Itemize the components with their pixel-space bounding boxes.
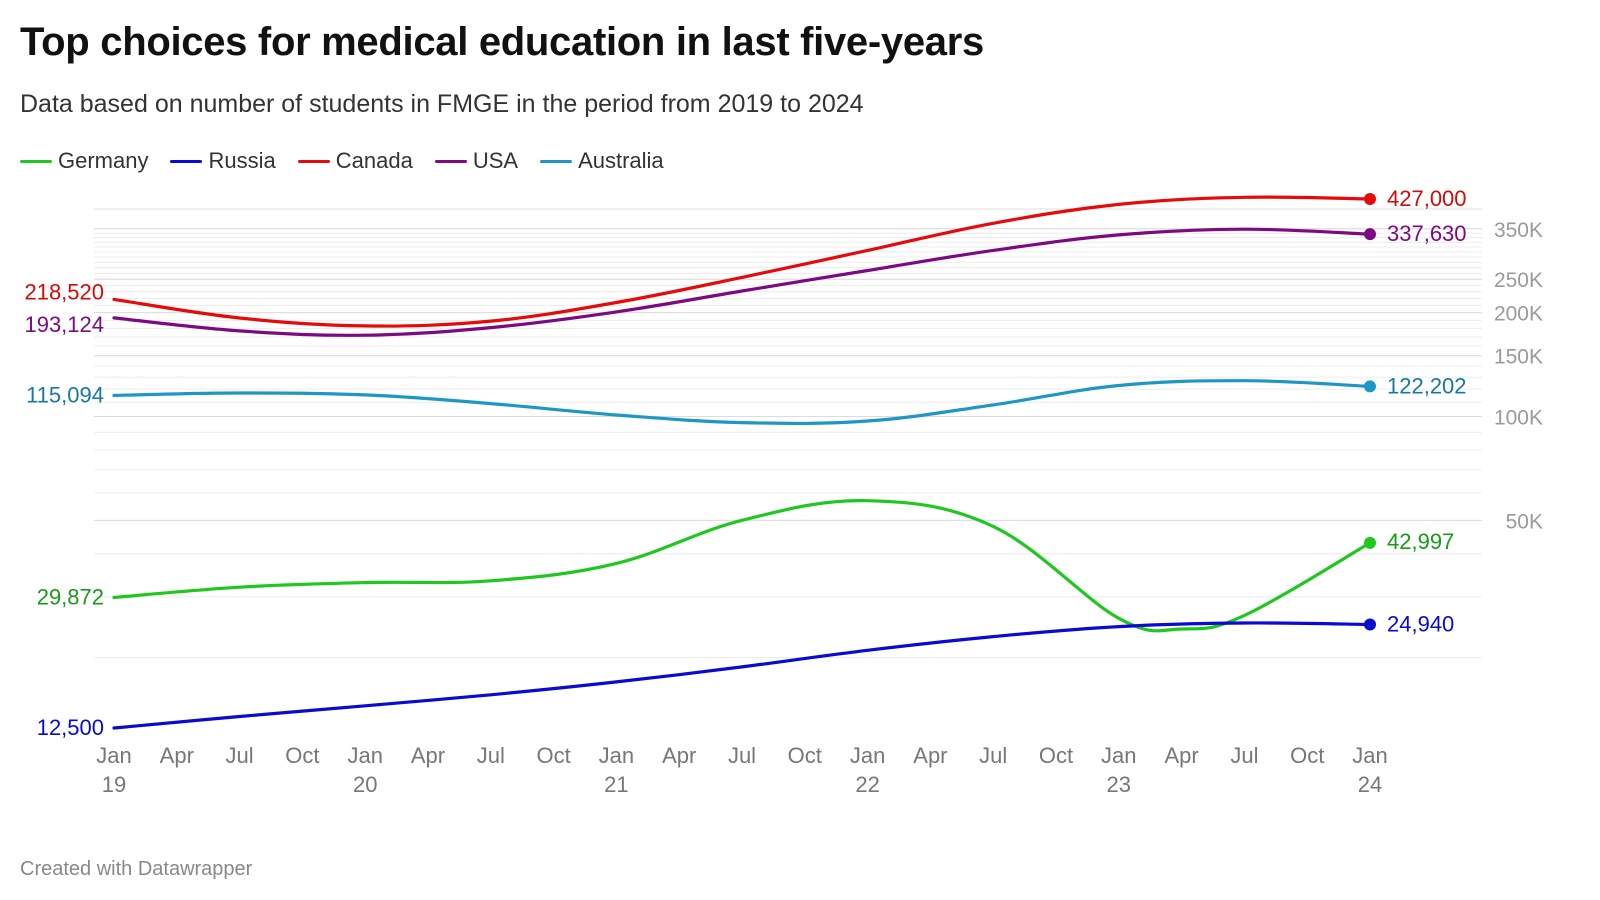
start-label-australia: 115,094 [26, 382, 104, 407]
x-tick-label-apr: Apr [662, 743, 696, 768]
x-tick-label-jul: Jul [1230, 743, 1258, 768]
x-tick-label-jan-19: Jan [96, 743, 131, 768]
x-tick-label-jul: Jul [226, 743, 254, 768]
end-marker-germany [1364, 536, 1376, 549]
x-tick-label-jan-21: Jan [599, 743, 634, 768]
x-tick-label-oct: Oct [536, 743, 570, 768]
end-marker-russia [1364, 618, 1376, 631]
x-tick-label-oct: Oct [1290, 743, 1324, 768]
series-line-usa [112, 227, 1372, 337]
x-tick-label-apr: Apr [160, 743, 194, 768]
legend-label: Australia [578, 148, 664, 173]
start-label-russia: 12,500 [37, 715, 104, 740]
gridlines [94, 208, 1482, 659]
x-tick-year-21: 21 [604, 772, 628, 797]
end-marker-canada [1364, 193, 1376, 205]
footer-credit: Created with Datawrapper [20, 858, 253, 880]
x-tick-label-oct: Oct [285, 743, 319, 768]
series-line-canada [112, 195, 1372, 328]
x-tick-label-apr: Apr [1164, 743, 1198, 768]
x-tick-year-23: 23 [1107, 772, 1131, 797]
y-tick-label-250k: 250K [1494, 269, 1543, 292]
legend: Germany Russia Canada USA Australia [20, 148, 686, 174]
x-tick-year-20: 20 [353, 772, 377, 797]
x-tick-year-22: 22 [855, 772, 879, 797]
start-label-germany: 29,872 [37, 584, 104, 609]
y-tick-label-200k: 200K [1494, 303, 1543, 326]
x-tick-label-jul: Jul [979, 743, 1007, 768]
x-tick-label-jan-23: Jan [1101, 743, 1136, 768]
legend-swatch [434, 159, 467, 163]
legend-swatch [20, 159, 52, 163]
x-tick-label-jan-24: Jan [1352, 743, 1387, 768]
start-label-canada: 218,520 [24, 279, 104, 304]
x-tick-label-apr: Apr [913, 743, 947, 768]
series-line-russia [112, 621, 1372, 730]
y-tick-label-50k: 50K [1506, 510, 1543, 533]
x-tick-year-24: 24 [1358, 772, 1382, 797]
y-axis-ticks: 350K 250K 200K 150K 100K 50K [1494, 219, 1543, 534]
x-tick-label-oct: Oct [1039, 743, 1073, 768]
legend-label: Russia [208, 148, 276, 173]
x-tick-year-19: 19 [102, 772, 126, 797]
y-tick-label-350k: 350K [1494, 219, 1543, 242]
x-tick-label-jul: Jul [728, 743, 756, 768]
legend-swatch [297, 159, 330, 163]
legend-label: Germany [58, 148, 149, 173]
chart-subtitle: Data based on number of students in FMGE… [20, 90, 864, 118]
x-tick-label-jul: Jul [477, 743, 505, 768]
legend-swatch [170, 159, 203, 163]
x-tick-label-apr: Apr [411, 743, 445, 768]
x-tick-label-jan-20: Jan [347, 743, 382, 768]
end-marker-australia [1364, 380, 1376, 393]
legend-label: USA [472, 148, 519, 173]
legend-item-germany: Germany [20, 148, 148, 174]
end-marker-usa [1364, 228, 1376, 241]
x-tick-label-oct: Oct [788, 743, 822, 768]
end-label-usa: 337,630 [1387, 221, 1467, 246]
y-tick-label-150k: 150K [1494, 346, 1543, 369]
legend-swatch [540, 159, 573, 163]
legend-item-canada: Canada [297, 148, 413, 174]
x-axis-ticks: Jan 19 Apr Jul Oct Jan 20 Apr Jul Oct Jan 21 Apr Jul O… [96, 743, 1387, 797]
end-label-australia: 122,202 [1387, 373, 1467, 398]
data-labels: 29,872 42,997 12,500 24,940 218,520 427,000 19… [24, 190, 1466, 740]
legend-label: Canada [335, 148, 413, 173]
legend-item-australia: Australia [540, 148, 664, 174]
series-line-australia [112, 379, 1372, 426]
y-tick-label-100k: 100K [1494, 406, 1543, 429]
x-tick-label-jan-22: Jan [850, 743, 885, 768]
chart-title: Top choices for medical education in las… [20, 20, 984, 64]
end-label-germany: 42,997 [1387, 529, 1454, 554]
legend-item-usa: USA [434, 148, 519, 174]
end-label-russia: 24,940 [1387, 612, 1454, 637]
start-label-usa: 193,124 [24, 312, 104, 337]
series-lines [112, 193, 1376, 730]
legend-item-russia: Russia [170, 148, 276, 174]
end-label-canada: 427,000 [1387, 190, 1467, 211]
series-line-germany [112, 499, 1372, 633]
